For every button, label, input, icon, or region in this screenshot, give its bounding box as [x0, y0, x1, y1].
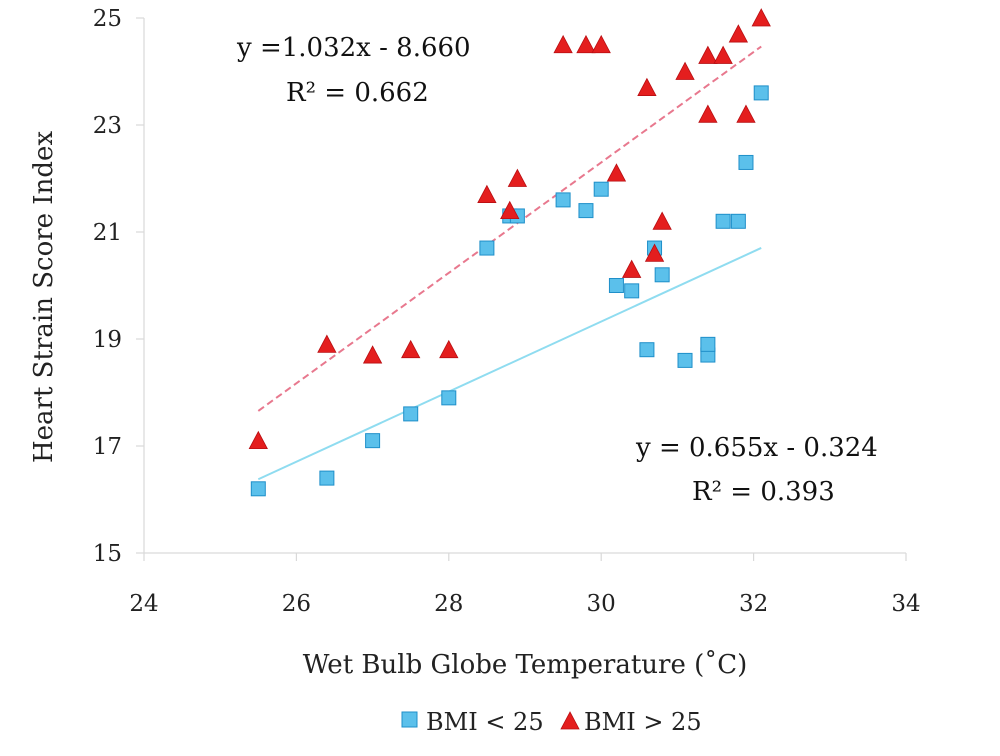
data-point-triangle: [652, 211, 672, 230]
y-tick-label: 15: [93, 541, 122, 567]
data-point-square: [319, 470, 335, 486]
data-point-triangle: [401, 339, 421, 359]
x-axis-title: Wet Bulb Globe Temperature (˚C): [303, 650, 748, 680]
data-point-triangle: [553, 34, 573, 54]
legend-label-bmi-under-25: BMI < 25: [426, 708, 544, 736]
data-point-square: [578, 203, 594, 219]
r-squared-bmi-under-25: R² = 0.393: [692, 477, 835, 507]
data-point-square: [403, 406, 419, 422]
data-point-square: [753, 85, 769, 101]
data-point-triangle: [362, 345, 383, 364]
data-point-triangle: [576, 34, 596, 54]
data-point-triangle: [507, 168, 528, 187]
y-tick-label: 25: [93, 6, 122, 32]
x-tick-label: 32: [739, 591, 768, 617]
y-tick-label: 23: [93, 113, 122, 139]
data-point-square: [624, 283, 640, 299]
trendline-bmi-under-25: [257, 247, 762, 481]
data-point-square: [555, 192, 571, 208]
trendline-bmi-over-25: [257, 45, 762, 412]
x-tick-label: 30: [587, 591, 616, 617]
data-point-triangle: [698, 45, 718, 64]
data-point-triangle: [698, 104, 718, 123]
y-tick-label: 17: [93, 434, 122, 460]
r-squared-bmi-over-25: R² = 0.662: [286, 78, 429, 108]
data-point-triangle: [736, 104, 756, 123]
x-tick-label: 28: [434, 591, 463, 617]
equation-bmi-over-25: y =1.032x - 8.660: [236, 33, 471, 63]
data-point-triangle: [248, 430, 268, 450]
legend-marker-bmi-under-25: [401, 711, 418, 728]
x-tick-label: 24: [129, 591, 158, 617]
series-bmi-over-25: [248, 8, 771, 450]
data-point-triangle: [713, 45, 733, 64]
data-point-square: [654, 267, 670, 283]
data-point-square: [365, 433, 381, 449]
data-point-square: [608, 278, 624, 293]
data-point-square: [441, 390, 457, 406]
data-point-square: [715, 213, 731, 229]
legend: BMI < 25 BMI > 25: [401, 708, 702, 736]
data-point-triangle: [477, 184, 497, 203]
x-tick-label: 34: [891, 591, 920, 617]
data-point-triangle: [751, 8, 771, 27]
data-point-triangle: [644, 243, 665, 262]
trendlines: [257, 45, 762, 481]
data-point-square: [639, 342, 655, 358]
data-point-square: [250, 481, 266, 497]
data-point-triangle: [622, 259, 642, 278]
x-tick-label: 26: [282, 591, 311, 617]
data-point-square: [730, 213, 746, 229]
data-point-triangle: [675, 61, 695, 80]
data-points: [248, 8, 771, 497]
data-point-triangle: [637, 77, 657, 96]
data-point-square: [700, 336, 716, 352]
chart-axes: 15 17 19 21 23 25 24 26 28 30 32 34: [93, 6, 921, 617]
y-tick-label: 19: [93, 327, 122, 353]
series-bmi-under-25: [250, 85, 769, 497]
y-tick-label: 21: [93, 220, 122, 246]
data-point-triangle: [317, 334, 337, 353]
data-point-triangle: [439, 339, 459, 359]
data-point-triangle: [728, 24, 749, 43]
data-point-square: [479, 240, 495, 256]
legend-marker-bmi-over-25: [560, 711, 580, 730]
data-point-square: [593, 181, 609, 197]
data-point-triangle: [591, 34, 611, 54]
legend-label-bmi-over-25: BMI > 25: [584, 708, 702, 736]
data-point-square: [677, 352, 693, 368]
data-point-triangle: [500, 200, 520, 220]
equation-bmi-under-25: y = 0.655x - 0.324: [635, 433, 878, 463]
data-point-triangle: [606, 163, 627, 182]
data-point-square: [738, 154, 754, 170]
y-axis-title: Heart Strain Score Index: [29, 131, 59, 463]
